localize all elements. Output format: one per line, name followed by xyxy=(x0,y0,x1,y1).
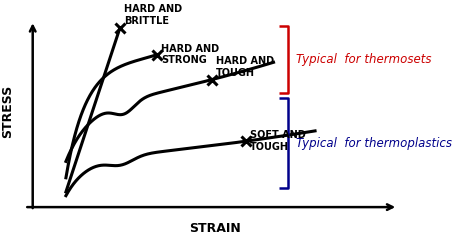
Text: HARD AND
TOUGH: HARD AND TOUGH xyxy=(216,56,274,78)
Text: STRAIN: STRAIN xyxy=(190,222,241,235)
Text: Typical  for thermosets: Typical for thermosets xyxy=(296,53,432,66)
Text: STRESS: STRESS xyxy=(1,85,14,138)
Text: HARD AND
BRITTLE: HARD AND BRITTLE xyxy=(124,5,182,26)
Text: Typical  for thermoplastics: Typical for thermoplastics xyxy=(296,137,452,150)
Text: HARD AND
STRONG: HARD AND STRONG xyxy=(162,44,219,65)
Text: SOFT AND
TOUGH: SOFT AND TOUGH xyxy=(250,130,306,152)
